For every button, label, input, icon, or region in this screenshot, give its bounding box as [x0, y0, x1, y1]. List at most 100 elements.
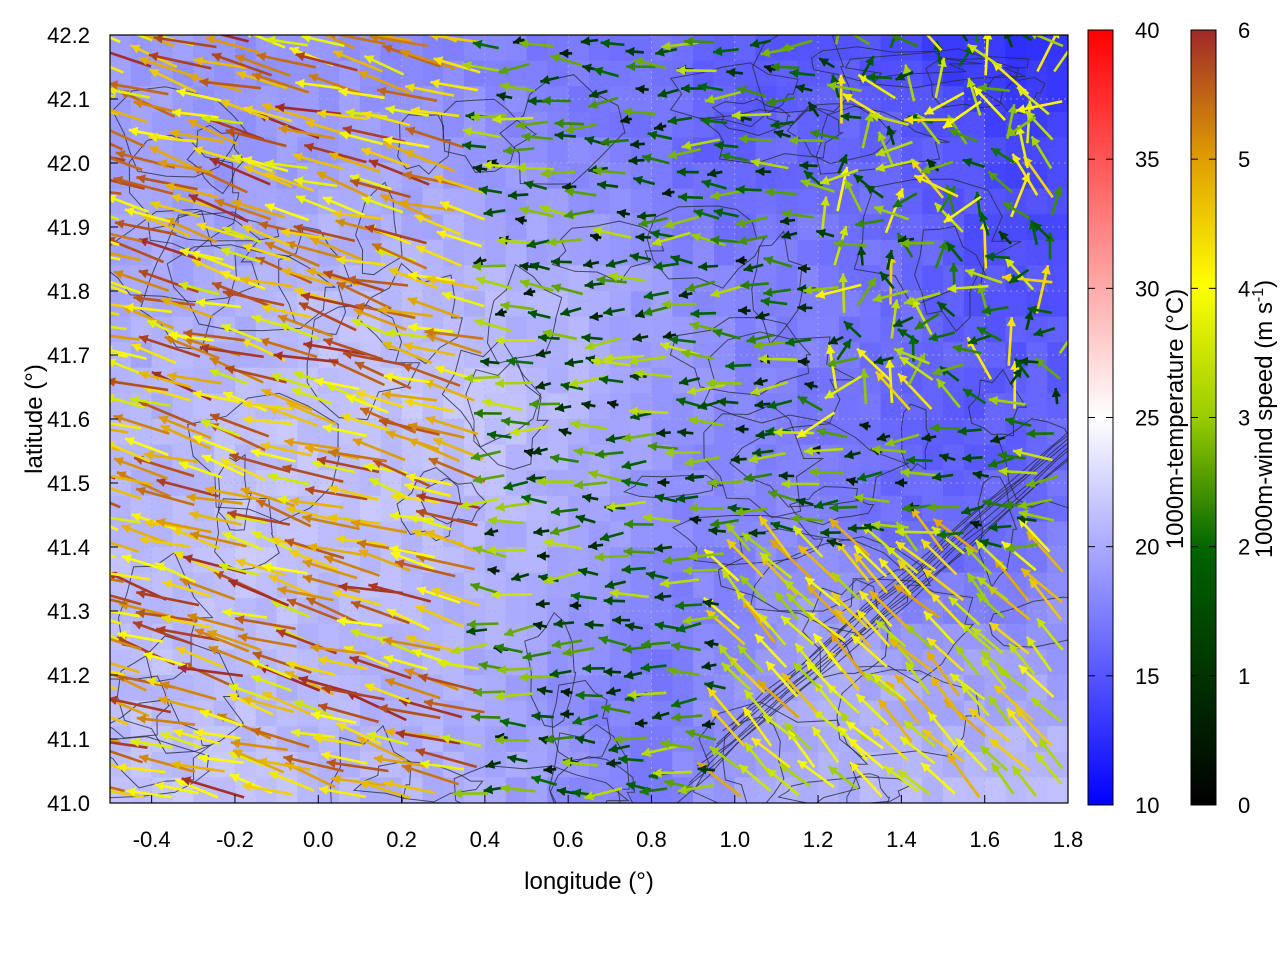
wind-vector-shaft	[110, 191, 122, 195]
wind-vector-head	[661, 299, 671, 310]
wind-vector-shaft	[350, 600, 410, 625]
wind-vector-head	[63, 367, 72, 376]
heatmap-cell	[797, 35, 819, 62]
wind-vector-head	[130, 737, 140, 748]
wind-vector-head	[707, 687, 718, 698]
wind-vector-head	[922, 729, 933, 739]
wind-vector-shaft	[405, 127, 465, 149]
wind-vector-head	[874, 205, 884, 215]
wind-vector-head	[564, 124, 575, 134]
wind-vector-shaft	[110, 598, 128, 605]
heatmap-cell	[776, 137, 798, 164]
wind-vector-head	[507, 754, 517, 764]
wind-vector-head	[402, 170, 413, 181]
wind-vector-head	[625, 622, 635, 632]
heatmap-cell	[1047, 777, 1068, 803]
wind-vector-shaft	[1020, 567, 1064, 604]
wind-vector-shaft	[1026, 530, 1064, 573]
wind-vector-head	[482, 160, 492, 170]
wind-vector-head	[833, 239, 844, 249]
wind-vector-head	[885, 437, 895, 447]
heatmap-cell	[1026, 393, 1048, 420]
heatmap-cell	[630, 265, 653, 292]
heatmap-cell	[963, 751, 986, 778]
wind-vector-head	[471, 112, 481, 122]
wind-vector-head	[928, 332, 939, 342]
wind-vector-head	[990, 434, 1001, 444]
wind-vector-head	[317, 109, 327, 119]
wind-vector-head	[333, 50, 344, 60]
wind-vector-head	[898, 770, 908, 780]
wind-vector-head	[487, 515, 497, 526]
wind-vector-head	[312, 734, 323, 744]
wind-vector-shaft	[256, 53, 317, 69]
heatmap-cell	[505, 265, 528, 292]
wind-vector-head	[606, 501, 616, 511]
wind-vector-shaft	[113, 414, 170, 435]
wind-vector-head	[544, 734, 554, 744]
wind-vector-shaft	[167, 373, 222, 385]
heatmap-cell	[776, 163, 798, 190]
heatmap-cell	[818, 188, 840, 215]
contour-line	[128, 134, 240, 253]
wind-vector-head	[390, 551, 401, 561]
heatmap-cell	[1047, 649, 1068, 676]
wind-vector-head	[433, 437, 444, 447]
wind-vector-head	[676, 167, 686, 177]
wind-vector-shaft	[114, 221, 177, 236]
wind-vector-head	[637, 211, 647, 221]
wind-vector-head	[251, 727, 262, 737]
heatmap-cell	[235, 675, 257, 702]
wind-vector-head	[519, 205, 530, 216]
heatmap-cell	[464, 700, 486, 727]
wind-vector-shaft	[346, 691, 407, 722]
wind-vector-head	[160, 731, 171, 741]
heatmap-cell	[901, 470, 923, 497]
heatmap-cell	[568, 137, 590, 164]
wind-vector-shaft	[164, 217, 218, 244]
heatmap-cell	[672, 649, 694, 676]
wind-vector-head	[303, 24, 313, 33]
wind-vector-head	[654, 621, 665, 631]
heatmap-cell	[1047, 547, 1068, 574]
wind-vector-head	[283, 754, 293, 764]
wind-vector-head	[483, 207, 493, 218]
heatmap-cell	[505, 598, 528, 625]
heatmap-cell	[693, 572, 715, 599]
y-tick-label: 41.4	[47, 535, 90, 560]
wind-vector-head	[710, 190, 720, 201]
wind-vector-head	[487, 565, 497, 576]
wind-vector-head	[179, 247, 190, 257]
wind-vector-shaft	[829, 631, 866, 678]
wind-vector-head	[641, 639, 651, 649]
wind-vector-head	[352, 438, 363, 447]
heatmap-cell	[651, 675, 673, 702]
wind-vector-head	[767, 768, 777, 779]
wind-vector-shaft	[110, 156, 143, 172]
wind-vector-shaft	[426, 334, 482, 355]
heatmap-cell	[589, 291, 611, 318]
heatmap-cell	[943, 572, 965, 599]
wind-vector-head	[808, 102, 818, 112]
wind-vector-head	[342, 125, 353, 135]
wind-vector-shaft	[113, 270, 170, 292]
wind-vector-head	[185, 23, 195, 32]
wind-vector-head	[495, 735, 504, 745]
wind-vector-head	[79, 53, 89, 62]
wind-vector-head	[796, 497, 806, 507]
heatmap-cell	[464, 188, 486, 215]
wind-vector-head	[970, 520, 980, 530]
wind-vector-head	[192, 389, 203, 400]
wind-vector-head	[979, 538, 990, 548]
heatmap-cell	[693, 111, 715, 138]
wind-vector-head	[228, 683, 239, 693]
wind-vector-head	[207, 629, 218, 639]
heatmap-cell	[255, 675, 278, 702]
heatmap-cell	[776, 367, 798, 394]
wind-vector-shaft	[225, 129, 287, 148]
wind-vector-head	[859, 591, 870, 601]
wind-vector-head	[543, 574, 554, 584]
wind-vector-head	[201, 114, 212, 124]
wind-vector-head	[701, 661, 712, 671]
wind-vector-head	[657, 88, 668, 98]
